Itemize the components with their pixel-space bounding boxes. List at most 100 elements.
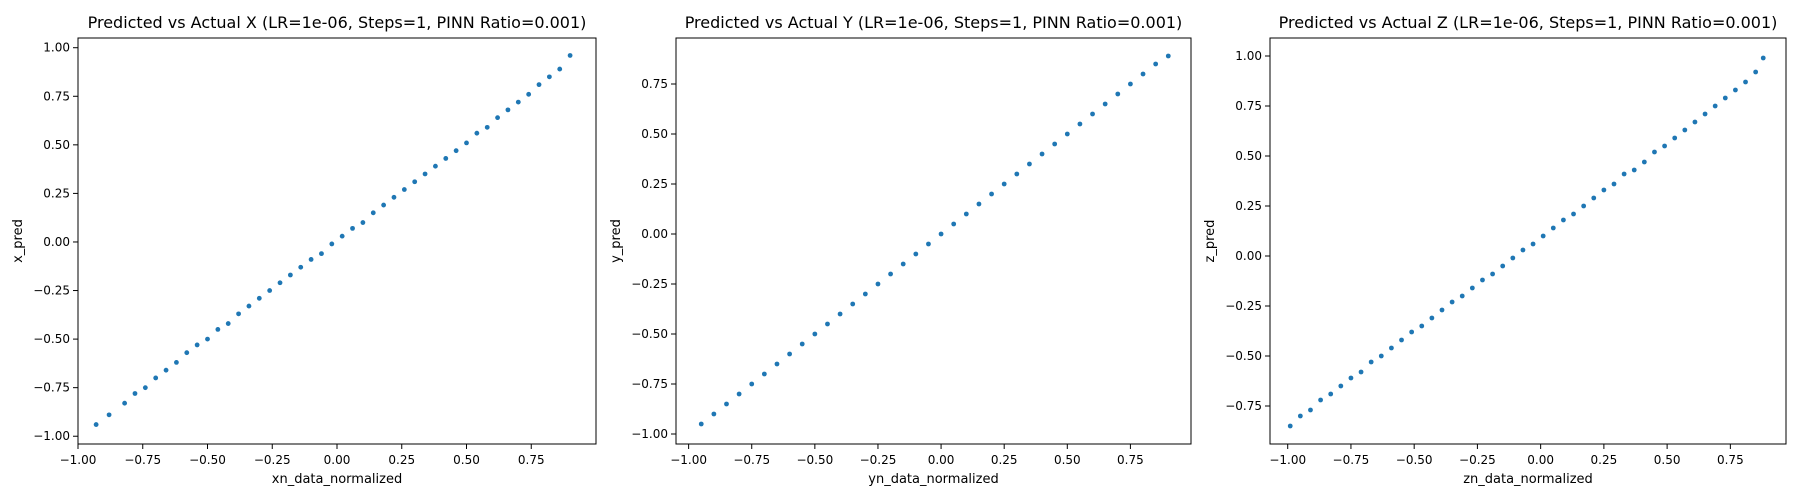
data-point — [1571, 211, 1576, 217]
data-point — [536, 82, 542, 88]
data-point — [1064, 131, 1070, 137]
data-point — [1459, 293, 1465, 299]
x-tick-label: 0.00 — [928, 453, 955, 467]
data-point — [1611, 181, 1617, 187]
data-point — [308, 257, 314, 262]
y-tick-label: 0.00 — [43, 235, 70, 249]
data-point — [246, 303, 252, 309]
data-point — [194, 342, 200, 348]
y-axis-label: z_pred — [1203, 220, 1218, 263]
data-point — [1480, 277, 1485, 283]
data-point — [401, 187, 407, 192]
data-point — [938, 231, 944, 237]
data-point — [951, 221, 957, 227]
x-tick-label: −0.25 — [860, 453, 897, 467]
data-point — [495, 115, 500, 121]
data-points — [1287, 55, 1766, 429]
data-point — [484, 124, 490, 130]
data-point — [1115, 91, 1121, 97]
data-point — [1490, 271, 1495, 277]
subplot-2: −1.00 −0.75 −0.50 −0.25 0.00 0.25 0.50 0.75 −0.7… — [1203, 13, 1787, 487]
axes-frame — [1269, 37, 1787, 445]
data-point — [142, 385, 148, 391]
data-point — [1128, 81, 1133, 87]
y-tick-label: −0.25 — [1225, 299, 1262, 313]
x-tick-label: 0.50 — [1654, 453, 1681, 467]
data-point — [505, 107, 511, 113]
data-points — [698, 53, 1171, 427]
data-point — [433, 163, 438, 169]
data-point — [93, 422, 99, 427]
data-point — [370, 210, 376, 216]
data-point — [1102, 101, 1108, 107]
data-point — [1297, 413, 1303, 419]
y-tick-label: −0.75 — [1225, 399, 1262, 413]
x-tick-label: 0.75 — [1717, 453, 1744, 467]
data-point — [1500, 263, 1506, 269]
data-point — [350, 225, 355, 231]
y-tick-label: −0.75 — [631, 377, 668, 391]
data-point — [1733, 87, 1738, 93]
y-tick-label: 0.75 — [43, 89, 70, 103]
data-point — [1052, 141, 1058, 147]
y-tick-label: 0.00 — [1235, 249, 1262, 263]
axes-frame — [77, 37, 597, 445]
data-point — [1510, 255, 1516, 261]
data-point — [339, 233, 345, 239]
data-point — [1722, 95, 1728, 101]
data-point — [900, 261, 906, 267]
data-point — [875, 281, 881, 287]
y-tick-label: −0.25 — [631, 277, 668, 291]
data-point — [277, 280, 283, 286]
x-tick-label: −0.75 — [124, 453, 161, 467]
data-point — [888, 271, 893, 277]
data-point — [1399, 337, 1404, 343]
data-point — [1561, 217, 1566, 223]
data-point — [287, 272, 293, 278]
data-point — [1039, 151, 1045, 157]
data-point — [526, 91, 532, 97]
x-tick-label: 0.25 — [1591, 453, 1618, 467]
data-point — [1449, 299, 1455, 305]
data-point — [474, 130, 480, 136]
data-point — [774, 361, 780, 367]
data-point — [422, 171, 428, 177]
data-point — [1692, 119, 1698, 125]
data-point — [225, 321, 231, 326]
data-point — [1652, 149, 1657, 155]
y-tick-label: 1.00 — [43, 41, 70, 55]
data-point — [1550, 225, 1556, 231]
data-points — [93, 53, 573, 427]
data-point — [1153, 61, 1159, 67]
data-point — [736, 391, 742, 397]
data-point — [298, 264, 304, 270]
data-point — [1439, 307, 1445, 313]
data-point — [1631, 167, 1637, 173]
data-point — [360, 220, 366, 225]
data-point — [1348, 375, 1354, 381]
data-point — [381, 202, 387, 208]
x-tick-label: −1.00 — [1269, 453, 1306, 467]
data-point — [546, 74, 552, 80]
data-point — [787, 351, 793, 357]
data-point — [174, 360, 179, 365]
data-point — [132, 391, 138, 396]
data-point — [557, 66, 563, 72]
data-point — [267, 288, 273, 293]
y-tick-label: −1.00 — [33, 429, 70, 443]
data-point — [1378, 353, 1384, 359]
y-tick-label: 0.50 — [43, 138, 70, 152]
data-point — [236, 311, 241, 317]
data-point — [1318, 397, 1323, 403]
x-axis-label: xn_data_normalized — [272, 472, 402, 487]
data-point — [862, 291, 868, 297]
data-point — [1014, 171, 1020, 177]
data-point — [837, 311, 843, 317]
data-point — [1308, 407, 1313, 413]
data-point — [711, 411, 717, 417]
x-tick-label: 0.75 — [518, 453, 545, 467]
data-point — [443, 156, 449, 161]
x-tick-label: −0.25 — [254, 453, 291, 467]
data-point — [1419, 323, 1425, 329]
